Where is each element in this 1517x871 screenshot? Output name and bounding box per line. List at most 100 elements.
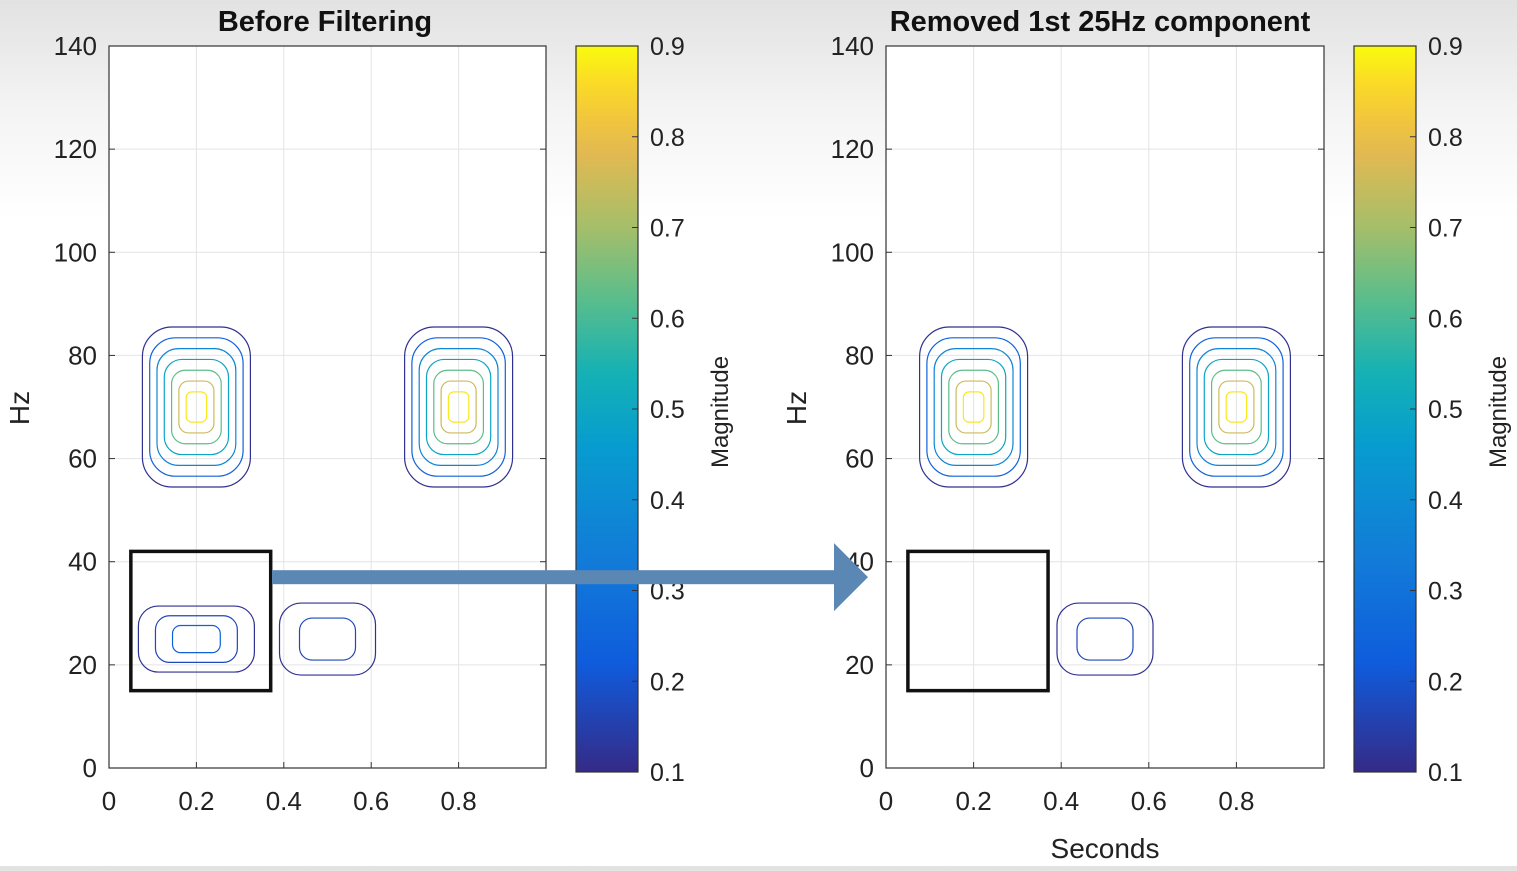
x-tick-label: 0.2 [956,786,992,816]
y-axis-label: Hz [4,391,35,425]
y-tick-label: 40 [68,547,97,577]
contour-group [1181,326,1292,488]
contour-group [141,326,251,488]
contour-line [440,380,477,434]
highlight-box [129,549,273,693]
colorbar-tick-label: 0.1 [650,759,685,787]
contour-line [940,358,1007,456]
x-tick-label: 0.6 [353,786,389,816]
contour-group [137,605,255,673]
x-tick-label: 0.2 [178,786,214,816]
x-tick-label: 0 [102,786,116,816]
contour-line [918,326,1029,488]
contour-group [918,326,1029,488]
x-tick-label: 0.4 [1043,786,1079,816]
contour-line [170,369,222,445]
x-tick-label: 0.4 [266,786,302,816]
colorbar-tick-label: 0.9 [650,33,685,61]
y-tick-label: 20 [845,650,874,680]
plot-area [886,46,1324,768]
contour-line [948,369,1000,445]
y-tick-label: 20 [68,650,97,680]
colorbar-tick-label: 0.4 [1428,487,1463,515]
colorbar-tick-label: 0.2 [650,668,685,696]
chart-title: Removed 1st 25Hz component [890,6,1311,38]
colorbar-label: Magnitude [1485,356,1512,468]
colorbar-label: Magnitude [707,356,734,468]
contour-line [178,380,215,434]
contour-line [1181,326,1292,488]
contour-line [1196,348,1277,466]
colorbar-tick-label: 0.1 [1428,759,1463,787]
x-axis-label: Seconds [1051,833,1160,864]
y-tick-label: 60 [845,444,874,474]
contour-group [1056,602,1154,676]
y-tick-label: 60 [68,444,97,474]
colorbar-tick-label: 0.5 [650,396,685,424]
axes-frame [108,45,547,769]
y-tick-label: 0 [860,753,874,783]
x-tick-label: 0.8 [1218,786,1254,816]
contour-line [278,602,377,676]
contour-line [1210,369,1262,445]
contour-line [926,337,1021,477]
contour-line [933,348,1014,466]
contour-line [298,617,357,661]
y-tick-label: 80 [68,340,97,370]
contour-line [404,326,514,488]
contour-line [433,369,485,445]
plot-area [109,46,546,768]
contour-line [141,326,251,488]
colorbar-tick-label: 0.2 [1428,668,1463,696]
colorbar-tick-label: 0.8 [1428,124,1463,152]
highlight-box [906,549,1050,693]
panel-1: 0 0.2 0.4 0.6 0.8 0 20 40 60 80 100 120 140 Before Fi… [4,6,734,816]
contour-line [149,337,244,477]
colorbar-tick-label: 0.4 [650,487,685,515]
colorbar-tick-label: 0.5 [1428,396,1463,424]
contour-line [156,348,237,466]
colorbar-tick-label: 0.7 [1428,215,1463,243]
contour-line [425,358,492,456]
contour-line [418,348,499,466]
arrow-shaft [272,570,834,585]
y-tick-label: 120 [831,134,874,164]
y-tick-label: 80 [845,340,874,370]
contour-line [1056,602,1154,676]
arrow-head [834,543,868,612]
chart-title: Before Filtering [218,6,432,38]
colorbar-tick-label: 0.3 [1428,578,1463,606]
y-tick-label: 100 [831,237,874,267]
contour-line [411,337,506,477]
contour-line [962,391,985,423]
contour-line [137,605,255,673]
colorbar-tick-label: 0.9 [1428,33,1463,61]
contour-group [404,326,514,488]
contour-line [1076,617,1134,661]
contour-line [154,615,238,663]
contour-line [1189,337,1284,477]
y-tick-label: 140 [831,31,874,61]
contour-line [171,624,221,654]
y-axis-label: Hz [781,391,812,425]
colorbar [1353,45,1417,773]
contour-line [447,391,470,423]
contour-line [185,391,208,423]
x-tick-label: 0 [879,786,893,816]
x-tick-label: 0.6 [1131,786,1167,816]
contour-line [1218,380,1255,434]
contour-line [163,358,230,456]
contour-line [1203,358,1270,456]
y-tick-label: 0 [83,753,97,783]
colorbar-tick-label: 0.7 [650,215,685,243]
contour-line [955,380,992,434]
y-tick-label: 140 [54,31,97,61]
colorbar-tick-label: 0.6 [650,305,685,333]
colorbar [575,45,639,773]
axes-frame [885,45,1325,769]
x-tick-label: 0.8 [441,786,477,816]
contour-group [278,602,377,676]
